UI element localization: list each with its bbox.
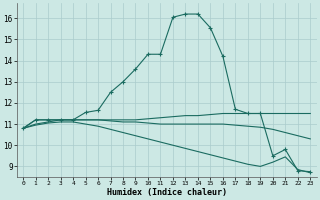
X-axis label: Humidex (Indice chaleur): Humidex (Indice chaleur) [107, 188, 227, 197]
